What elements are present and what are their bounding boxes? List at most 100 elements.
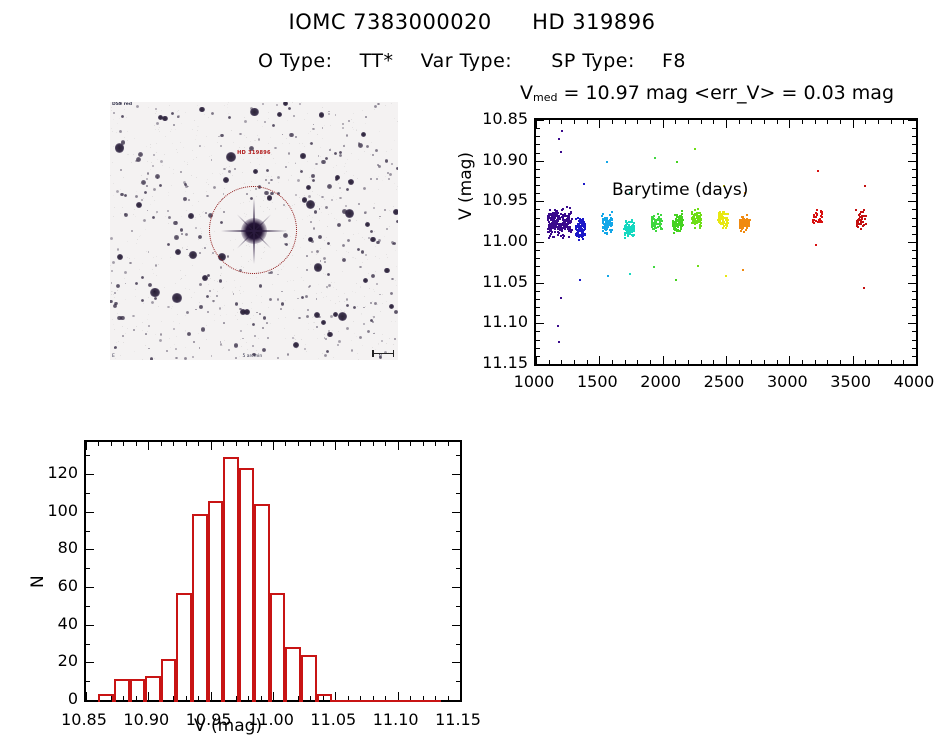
image-noise [307,161,309,163]
image-noise [270,322,272,324]
data-point [720,213,723,216]
field-star [378,239,381,242]
field-star [344,209,354,219]
image-noise [155,113,157,115]
image-noise [251,180,252,182]
image-noise [346,250,348,252]
image-noise [232,142,234,144]
field-star [239,308,246,315]
field-star [311,174,315,178]
data-point [738,219,741,222]
data-point [746,223,749,226]
x-minor-tick-top [852,120,854,124]
field-star [378,355,383,360]
image-noise [357,158,359,160]
data-point [747,225,750,228]
x-minor-tick [135,696,137,700]
data-point [552,213,555,216]
data-point-outlier [653,156,656,159]
image-noise [305,235,307,237]
image-noise [333,195,335,197]
image-noise [150,146,152,148]
data-point [717,215,720,218]
x-tick-label: 2000 [640,372,682,391]
field-star [393,337,397,340]
image-noise [359,286,361,288]
image-noise [220,275,222,277]
data-point [651,223,654,226]
data-point [722,213,725,216]
field-star [298,102,302,106]
image-noise [240,150,242,152]
y-tick [86,549,94,551]
field-star [234,357,237,360]
image-noise [296,267,298,269]
x-minor-tick-top [662,120,664,124]
x-minor-tick [347,696,349,700]
data-point [653,214,656,217]
image-noise [191,174,193,176]
image-noise [328,352,330,354]
image-noise [288,179,290,181]
data-point [671,222,674,225]
finder-chart: HD 319896 DSS red E 5 arcmin N [98,88,410,373]
image-noise [232,290,233,292]
x-minor-tick-top [410,442,412,446]
image-noise [197,104,199,106]
data-point [555,226,558,229]
data-point [548,209,551,212]
x-minor-tick [827,360,829,364]
field-star [146,209,149,212]
image-noise [111,291,113,293]
image-noise [193,192,195,194]
image-noise [138,158,140,160]
data-point [556,219,559,222]
y-minor-tick [536,233,540,235]
field-star [341,317,344,321]
image-noise [319,219,321,221]
image-noise [261,126,263,128]
image-noise [300,276,302,278]
data-point [554,214,557,217]
y-minor-tick-right [912,298,916,300]
data-point [581,221,584,224]
data-point [610,228,613,231]
data-point [696,222,699,225]
field-star [338,187,341,189]
image-noise [329,125,331,127]
field-star [327,242,331,246]
y-tick [536,120,544,121]
field-star [388,303,395,310]
image-noise [294,161,296,163]
image-noise [313,316,315,318]
vmed-statistics-text: = 10.97 mag <err_V> = 0.03 mag [563,82,895,104]
image-noise [386,343,388,345]
field-star [153,187,156,191]
field-star [323,337,326,339]
field-star [345,298,349,301]
data-point [574,227,577,230]
image-noise [242,159,244,161]
image-noise [343,292,345,294]
data-point [745,228,748,231]
image-noise [174,282,176,284]
field-star [327,331,333,338]
data-point [819,211,822,214]
image-noise [382,294,384,296]
field-star [138,152,143,157]
data-point [675,215,678,218]
field-star [338,311,348,322]
image-noise [359,286,361,288]
x-minor-tick-top [612,120,613,124]
finder-scale-bar [372,350,394,356]
image-noise [247,349,249,351]
image-noise [385,176,387,177]
data-point [562,237,565,240]
y-minor-tick-right [912,152,916,154]
field-star [353,306,357,310]
image-noise [250,302,252,304]
image-noise [321,212,323,214]
data-point [568,221,571,224]
field-star [270,178,274,182]
field-star [123,213,128,218]
